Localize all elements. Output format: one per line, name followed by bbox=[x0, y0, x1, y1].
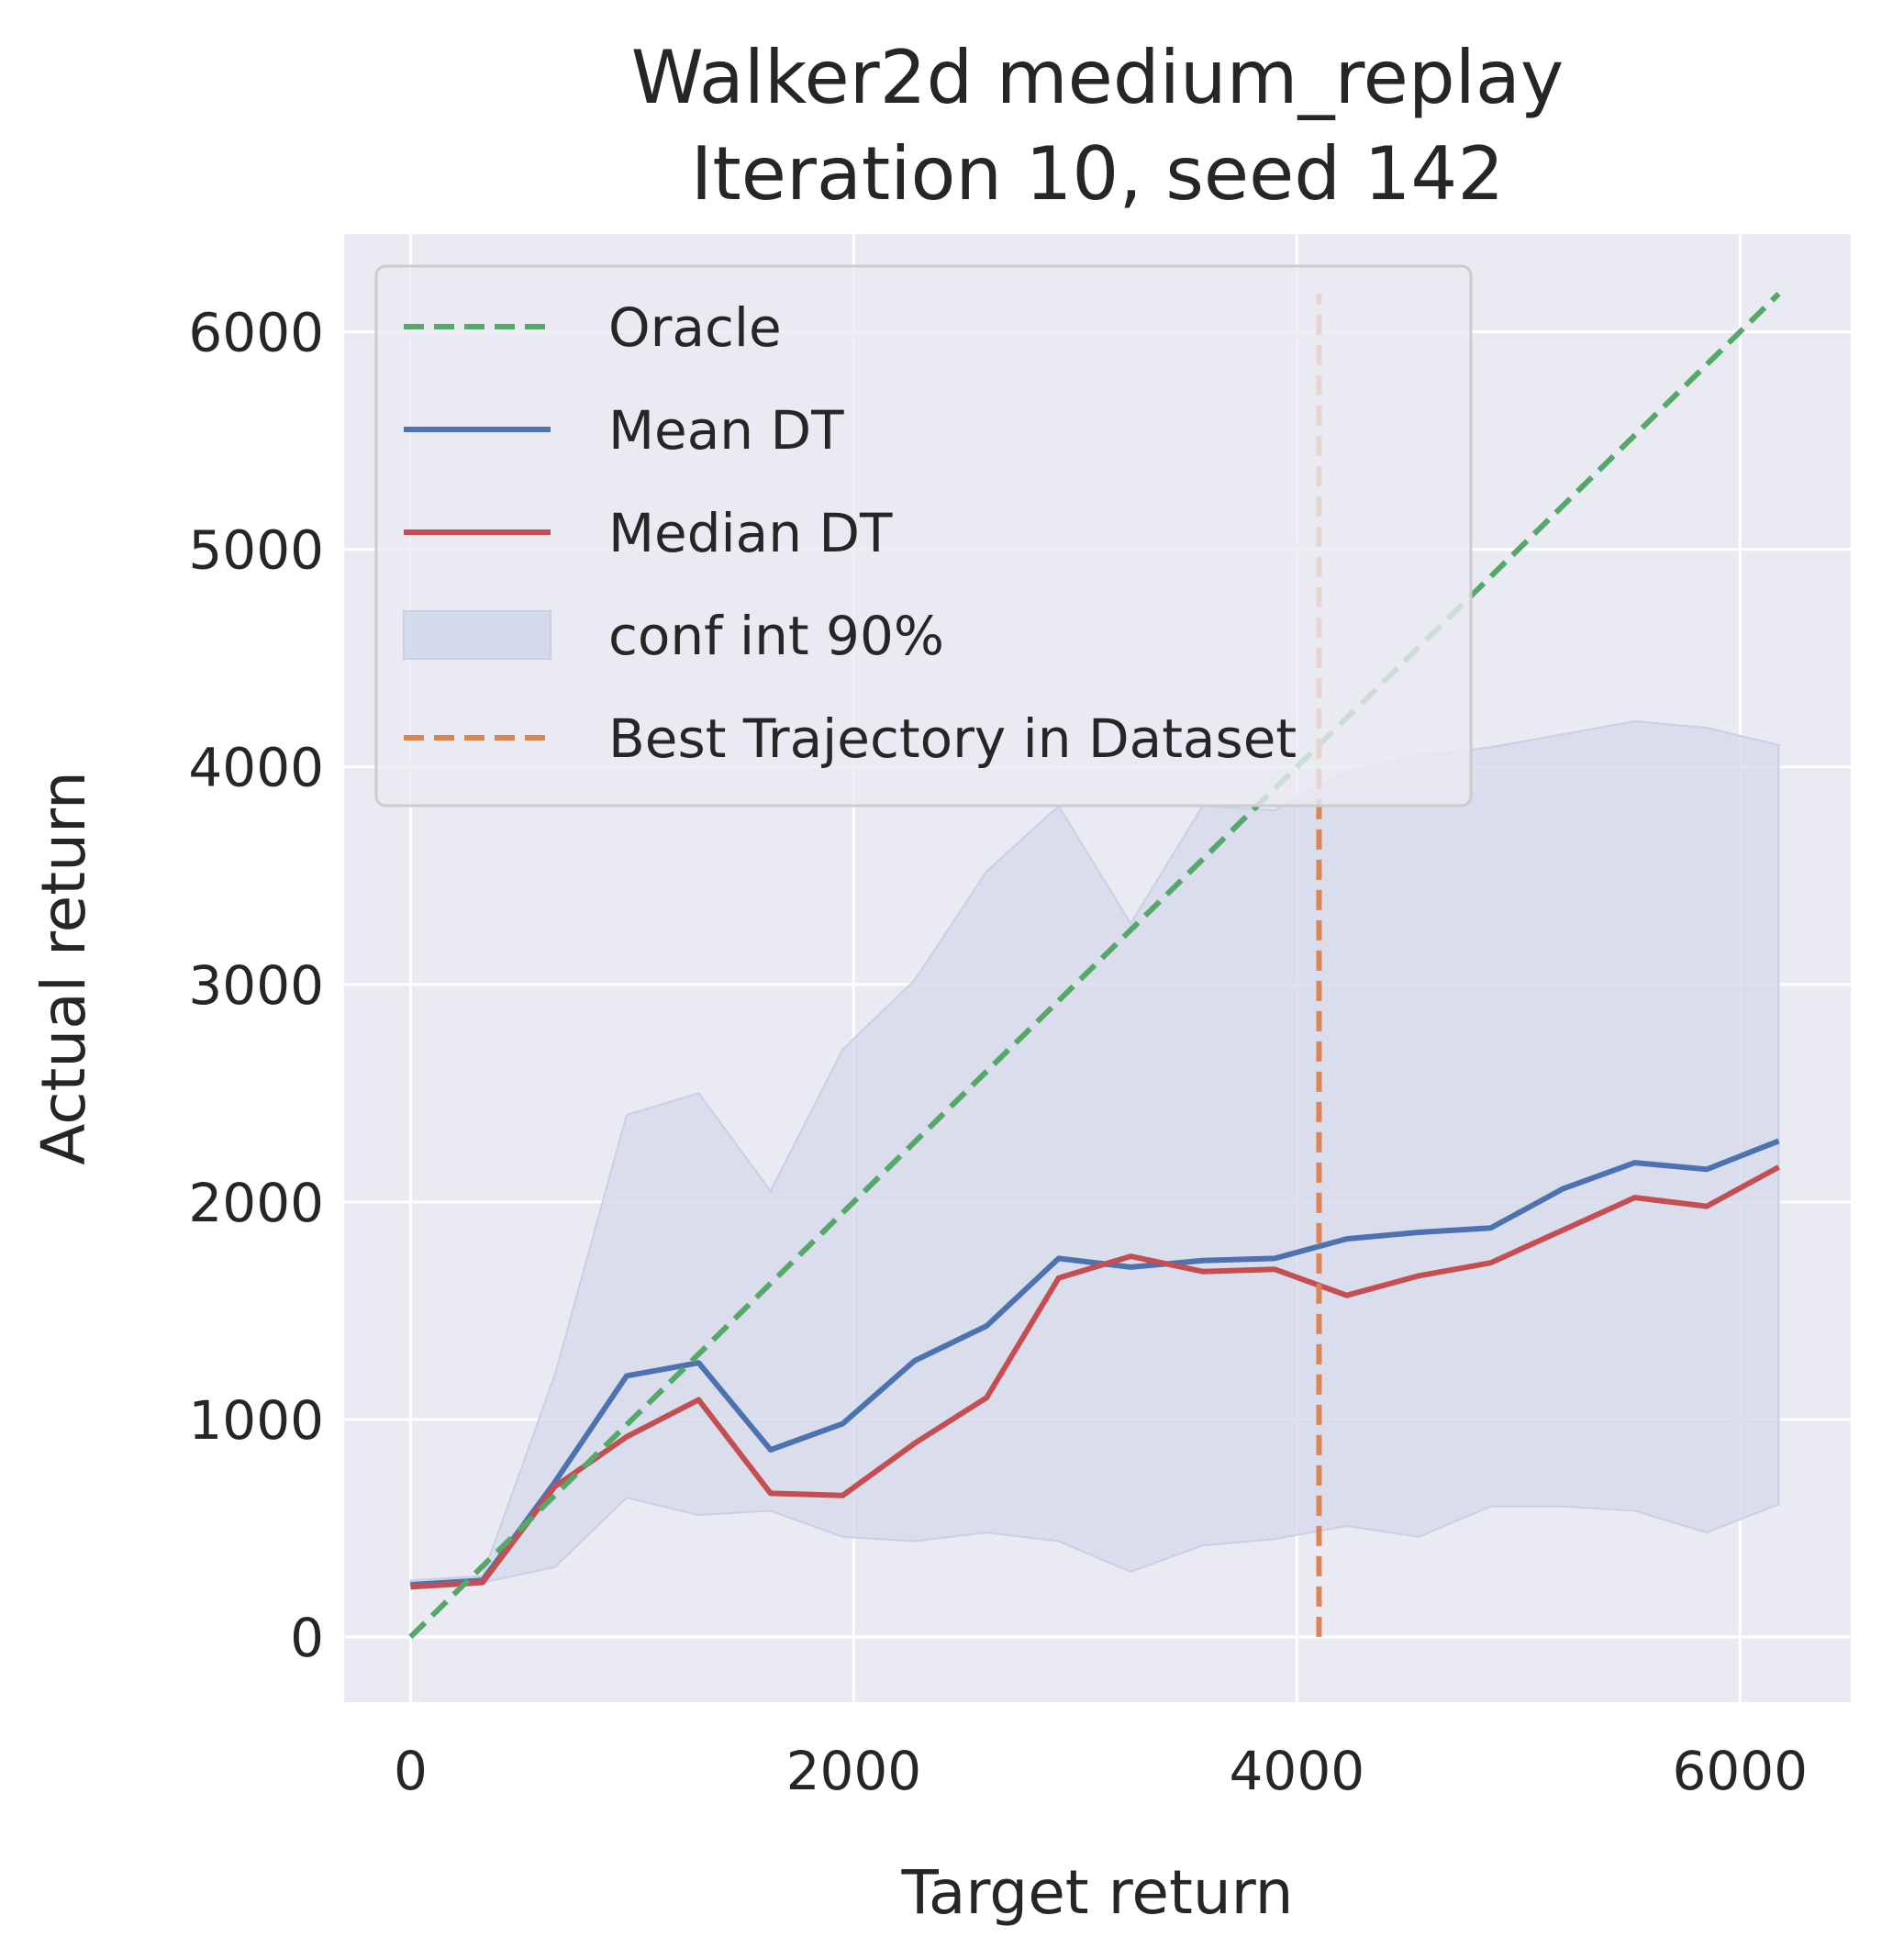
y-tick-label: 0 bbox=[290, 1607, 324, 1669]
mean-dt-line bbox=[410, 1138, 1780, 1587]
y-axis-label: Actual return bbox=[28, 771, 99, 1165]
chart-title-line: Walker2d medium_replay bbox=[631, 35, 1564, 120]
y-tick-label: 3000 bbox=[188, 954, 324, 1017]
y-tick-label: 6000 bbox=[188, 302, 324, 364]
x-tick-label: 6000 bbox=[1672, 1740, 1808, 1802]
x-tick-label: 2000 bbox=[786, 1740, 922, 1802]
legend-conf-int-label: conf int 90% bbox=[608, 605, 944, 667]
legend-oracle-label: Oracle bbox=[608, 296, 782, 359]
chart-title-line: Iteration 10, seed 142 bbox=[691, 131, 1504, 217]
x-axis-label: Target return bbox=[901, 1857, 1294, 1928]
y-tick-label: 2000 bbox=[188, 1172, 324, 1234]
legend-mean-dt-label: Mean DT bbox=[608, 399, 844, 462]
oracle-line bbox=[408, 292, 1781, 1640]
median-dt-line bbox=[410, 1164, 1780, 1590]
y-tick-label: 4000 bbox=[188, 737, 324, 799]
y-tick-label: 1000 bbox=[188, 1389, 324, 1452]
legend-conf-int-swatch bbox=[403, 610, 551, 660]
legend-box bbox=[374, 264, 1473, 807]
y-tick-label: 5000 bbox=[188, 519, 324, 582]
confidence-band bbox=[409, 719, 1780, 1587]
legend-median-dt-label: Median DT bbox=[608, 502, 893, 564]
legend-best-trajectory-label: Best Trajectory in Dataset bbox=[608, 707, 1297, 770]
x-tick-label: 0 bbox=[394, 1740, 428, 1802]
x-tick-label: 4000 bbox=[1230, 1740, 1365, 1802]
